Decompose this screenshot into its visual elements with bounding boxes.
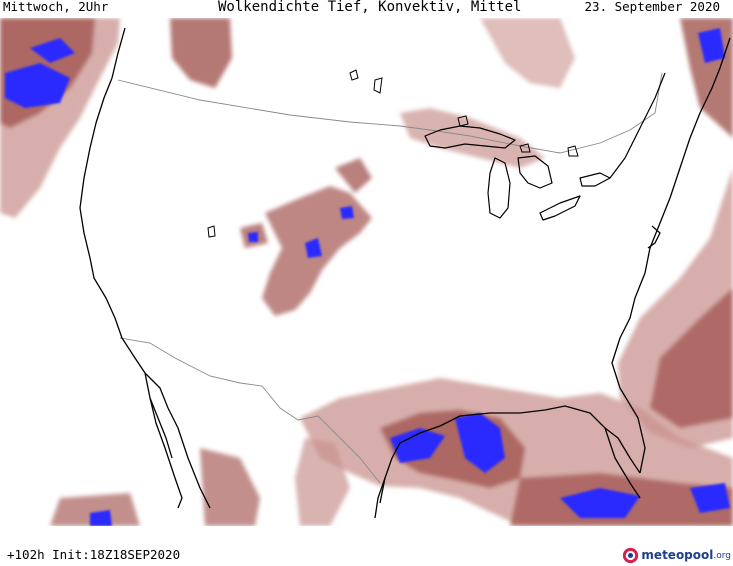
lake-small bbox=[349, 69, 359, 81]
coast-florida bbox=[604, 427, 641, 499]
inland-lakes bbox=[207, 69, 579, 238]
brand-tld: .org bbox=[713, 551, 731, 561]
coast-gulf bbox=[379, 405, 641, 504]
coast-gulf-of-california bbox=[149, 397, 173, 459]
coastlines bbox=[79, 27, 731, 519]
lake-small bbox=[567, 145, 579, 157]
dense-cloud-gulf-south bbox=[560, 488, 640, 518]
forecast-date: 23. September 2020 bbox=[584, 0, 720, 14]
dense-cloud-louisiana bbox=[455, 413, 505, 473]
coast-baja bbox=[144, 372, 211, 509]
cloud-area-pacific-south bbox=[50, 493, 140, 526]
lake-erie bbox=[539, 195, 581, 221]
coast-mexico-gulf bbox=[374, 477, 386, 519]
map-header: Mittwoch, 2Uhr Wolkendichte Tief, Konvek… bbox=[0, 0, 733, 18]
cloud-area-quebec bbox=[480, 18, 575, 88]
lake-superior bbox=[424, 125, 516, 149]
cloud-area-south-dakota bbox=[335, 158, 372, 193]
cloud-area-mexico-west bbox=[200, 448, 260, 526]
great-lakes bbox=[424, 72, 666, 221]
coast-chesapeake bbox=[647, 225, 661, 249]
lake-michigan bbox=[487, 157, 511, 219]
political-borders bbox=[117, 72, 663, 484]
lake-small bbox=[373, 77, 383, 94]
cloud-density-layer bbox=[0, 18, 733, 526]
dense-cloud-mexico bbox=[90, 510, 112, 526]
dense-cloud-texas bbox=[390, 428, 445, 463]
dense-cloud-pacific bbox=[5, 63, 70, 108]
dense-cloud-pacific-2 bbox=[30, 38, 75, 63]
coast-atlantic bbox=[611, 37, 731, 474]
dense-cloud-layer bbox=[5, 28, 730, 526]
lake-huron bbox=[517, 155, 553, 189]
border-us-canada bbox=[117, 72, 663, 154]
dense-cloud-caribbean bbox=[690, 483, 730, 513]
brand-logo: meteopool .org bbox=[622, 546, 731, 564]
lake-small bbox=[519, 143, 531, 153]
dense-cloud-colorado bbox=[248, 232, 258, 242]
cloud-area-atlantic-core bbox=[650, 288, 733, 428]
lake-ontario bbox=[579, 172, 611, 187]
cloud-area-mexico-central bbox=[295, 438, 350, 526]
map-title: Wolkendichte Tief, Konvektiv, Mittel bbox=[218, 0, 522, 15]
border-us-mexico bbox=[119, 337, 381, 484]
dense-cloud-plains bbox=[305, 238, 322, 258]
coast-pacific bbox=[79, 27, 183, 509]
lake-small bbox=[207, 225, 216, 238]
forecast-valid-day: Mittwoch, 2Uhr bbox=[3, 0, 109, 14]
brand-name: meteopool bbox=[641, 548, 714, 562]
dense-cloud-maritimes bbox=[698, 28, 725, 63]
weather-map bbox=[0, 18, 733, 526]
model-run-info: +102h Init:18Z18SEP2020 bbox=[7, 547, 181, 562]
cloud-area-washington bbox=[170, 18, 232, 88]
meteopool-logo-icon bbox=[623, 547, 639, 563]
dense-cloud-kansas bbox=[340, 206, 354, 219]
cloud-area-great-lakes bbox=[400, 108, 545, 168]
map-footer: +102h Init:18Z18SEP2020 meteopool .org bbox=[0, 526, 733, 566]
st-lawrence bbox=[609, 72, 666, 179]
lake-small bbox=[457, 115, 469, 127]
